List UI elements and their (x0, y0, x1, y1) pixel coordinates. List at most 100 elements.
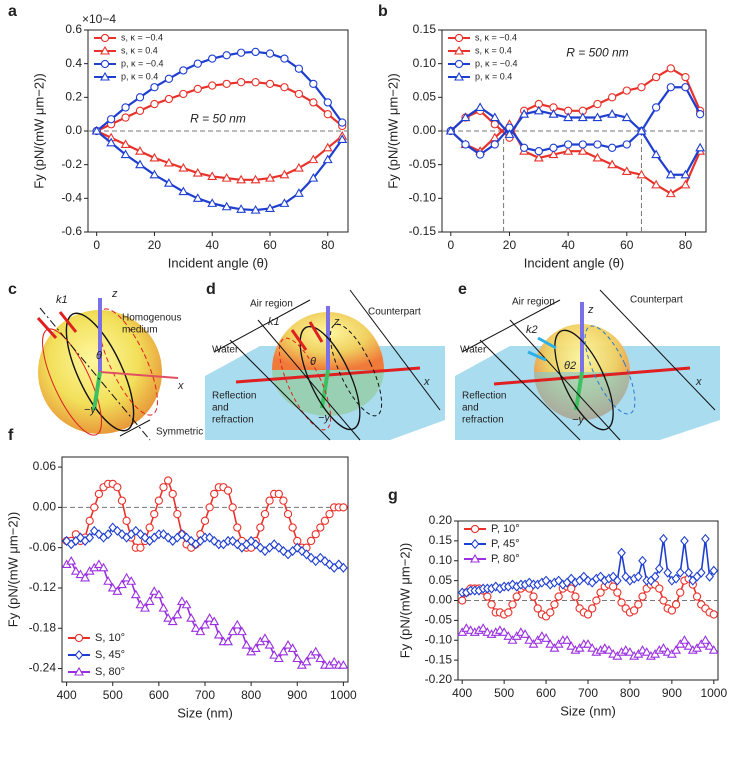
marker (650, 571, 660, 582)
diagram-label: Counterpart (630, 295, 683, 306)
marker (320, 516, 330, 525)
marker (227, 626, 238, 636)
y-tick-label: -0.18 (29, 620, 57, 634)
guide (599, 289, 716, 411)
arrow (36, 316, 58, 340)
y-tick-label: 0.10 (429, 553, 453, 567)
marker (74, 649, 84, 661)
marker (154, 496, 164, 505)
marker (256, 523, 265, 532)
diagram-label: medium (122, 325, 158, 336)
marker (634, 600, 643, 609)
marker (193, 84, 202, 94)
diagram-label: θ2 (564, 360, 576, 372)
marker (666, 83, 675, 92)
marker (76, 532, 85, 543)
marker (554, 575, 563, 586)
marker (207, 198, 218, 207)
marker (504, 608, 513, 617)
marker (80, 572, 91, 582)
marker (592, 112, 603, 122)
diagram-label: x (423, 376, 430, 388)
marker (549, 143, 558, 152)
marker (607, 109, 618, 118)
marker (158, 603, 169, 612)
marker (592, 152, 603, 162)
marker (607, 93, 617, 102)
diagram-label: refraction (212, 415, 254, 426)
x-tick-label: 80 (321, 238, 335, 252)
marker (338, 118, 347, 127)
y-axis (320, 369, 330, 409)
marker (113, 483, 122, 492)
x-axis-label: Size (nm) (560, 703, 616, 718)
x-axis-label: Incident angle (θ) (524, 255, 624, 270)
y-tick-label: 0.20 (429, 513, 453, 527)
pointer (119, 419, 151, 437)
marker (306, 552, 316, 563)
diagram-label: −y (572, 414, 585, 426)
diagram-label: Counterpart (368, 307, 421, 318)
marker (596, 571, 605, 582)
marker (338, 660, 349, 669)
x-tick-label: 20 (503, 238, 517, 252)
marker (588, 604, 597, 613)
x-tick-label: 0 (447, 238, 454, 252)
marker (172, 609, 183, 619)
diagram-label: Reflection (462, 391, 506, 402)
marker (241, 639, 252, 649)
marker (193, 59, 202, 68)
chart-b: b 0 20 40 60 80 0.15 0.10 0.05 0.00 -0.05 -0.10 -0.1… (378, 3, 707, 270)
marker (667, 606, 677, 615)
marker (279, 496, 288, 505)
y-axis-label: Fy (pN/(mW μm−2)) (397, 543, 412, 658)
marker (100, 33, 110, 43)
marker (200, 619, 210, 629)
marker (93, 559, 104, 569)
marker (315, 552, 325, 563)
x-tick-label: 80 (679, 238, 693, 252)
marker (279, 545, 288, 557)
sphere-lower (534, 372, 630, 420)
y-tick-label: 0.00 (413, 123, 437, 137)
marker (633, 571, 643, 582)
y-tick-label: -0.10 (425, 632, 453, 646)
marker (460, 112, 471, 122)
arrow (58, 311, 78, 333)
marker (454, 59, 464, 69)
x-tick-label: 400 (452, 686, 472, 700)
marker (680, 169, 691, 179)
marker (334, 559, 344, 570)
marker (519, 143, 529, 152)
marker (106, 115, 116, 124)
marker (636, 169, 647, 179)
y-tick-label: 0.0 (65, 123, 82, 137)
marker (195, 626, 206, 636)
marker (228, 503, 237, 512)
marker (658, 643, 669, 652)
ring (584, 325, 636, 415)
marker (265, 79, 275, 89)
legend-label: s, κ = 0.4 (121, 45, 158, 55)
marker (208, 54, 217, 63)
diagram-label: Water (212, 345, 239, 356)
marker (163, 532, 173, 543)
marker (681, 83, 690, 92)
marker (108, 522, 118, 533)
marker (121, 572, 132, 582)
marker (563, 112, 574, 122)
marker (251, 78, 260, 87)
marker (145, 523, 154, 532)
legend-label: p, κ = −0.4 (121, 58, 164, 68)
marker (117, 529, 127, 540)
marker (604, 645, 614, 654)
marker (179, 66, 188, 75)
x-tick-label: 60 (620, 238, 634, 252)
marker (329, 656, 340, 666)
y-tick-label: -0.4 (61, 191, 82, 205)
marker (208, 81, 217, 90)
marker (567, 584, 576, 593)
marker (232, 539, 242, 550)
marker (308, 173, 319, 182)
marker (554, 592, 563, 601)
